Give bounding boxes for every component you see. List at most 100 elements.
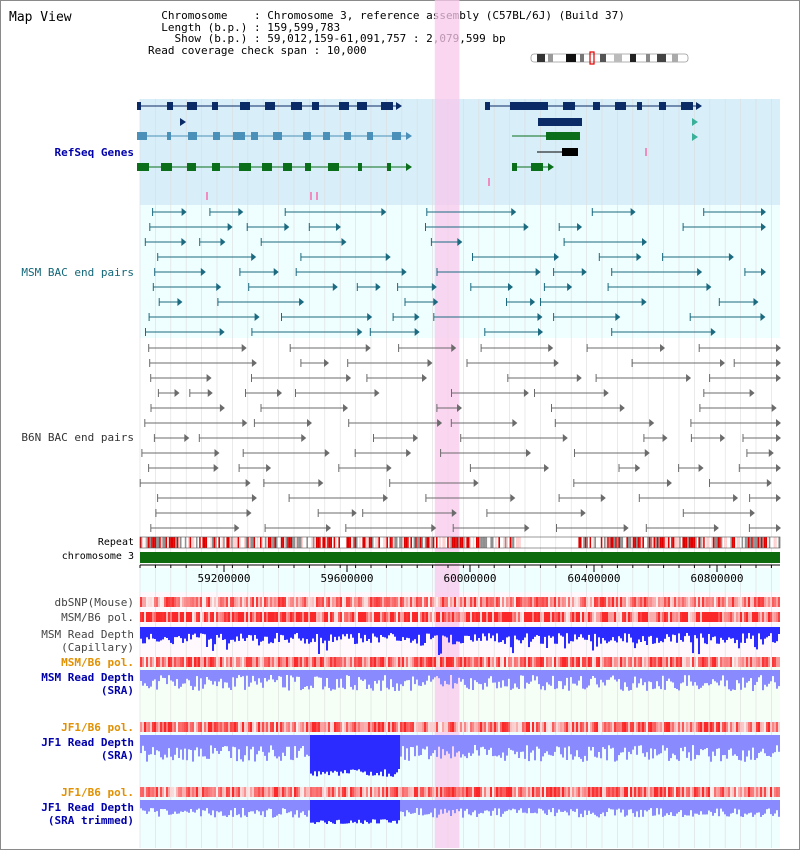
- depth-bar: [572, 627, 574, 642]
- show-key: Show (b.p.): [174, 32, 248, 45]
- depth-bar: [704, 670, 706, 684]
- depth-bar: [422, 670, 424, 683]
- depth-bar: [360, 800, 362, 823]
- polymorphism-heatmaps[interactable]: [140, 597, 780, 797]
- gene-row1-exon: [212, 102, 218, 110]
- depth-bar: [328, 670, 330, 688]
- repeat-element: [463, 537, 465, 548]
- pol-cell: [380, 722, 382, 732]
- pol-cell: [548, 612, 550, 622]
- depth-bar: [366, 627, 368, 641]
- depth-bar: [296, 670, 298, 677]
- depth-bar: [728, 800, 730, 817]
- repeat-track[interactable]: [139, 536, 781, 549]
- label-msm-bac[interactable]: MSM BAC end pairs: [21, 266, 134, 279]
- label-dbsnp[interactable]: dbSNP(Mouse): [54, 596, 134, 609]
- pol-cell: [576, 657, 578, 667]
- pol-cell: [302, 722, 304, 732]
- pol-cell: [158, 722, 160, 732]
- depth-bar: [320, 735, 322, 775]
- read-depth-tracks[interactable]: [140, 627, 780, 824]
- pol-cell: [544, 722, 546, 732]
- pol-cell: [574, 787, 576, 797]
- label-jf1-depth[interactable]: JF1 Read Depth (SRA): [41, 736, 134, 762]
- pol-cell: [726, 657, 728, 667]
- pol-cell: [178, 722, 180, 732]
- pol-cell: [714, 722, 716, 732]
- pol-cell: [232, 722, 234, 732]
- pol-cell: [764, 787, 766, 797]
- repeat-element: [215, 537, 217, 548]
- pol-cell: [754, 722, 756, 732]
- repeat-element: [357, 537, 360, 548]
- pol-cell: [198, 787, 200, 797]
- pol-cell: [246, 657, 248, 667]
- depth-bar: [338, 627, 340, 637]
- label-jf1-depth-trimmed[interactable]: JF1 Read Depth (SRA trimmed): [41, 801, 134, 827]
- depth-bar: [380, 735, 382, 772]
- depth-bar: [480, 670, 482, 685]
- repeat-element: [597, 537, 600, 548]
- label-msm-b6-pol[interactable]: MSM/B6 pol.: [61, 611, 134, 624]
- repeat-element: [338, 537, 340, 548]
- chromosome-ideogram[interactable]: [530, 51, 689, 65]
- pol-cell: [432, 787, 434, 797]
- label-jf1-b6-pol-trim[interactable]: JF1/B6 pol.: [61, 786, 134, 799]
- depth-bar: [638, 735, 640, 746]
- depth-bar: [214, 627, 216, 645]
- pol-cell: [594, 612, 596, 622]
- depth-bar: [778, 800, 780, 817]
- repeat-element: [495, 537, 497, 548]
- depth-bar: [624, 800, 626, 817]
- pol-cell: [692, 597, 694, 607]
- pol-cell: [644, 657, 646, 667]
- pol-cell: [330, 612, 332, 622]
- b6n-bac-track[interactable]: [139, 344, 781, 532]
- depth-bar: [562, 800, 564, 812]
- repeat-element: [418, 537, 420, 548]
- b6n-bac-pair-arrow: [776, 494, 781, 502]
- repeat-element: [482, 537, 484, 548]
- ideogram-band: [614, 54, 622, 62]
- pol-cell: [252, 657, 254, 667]
- pol-cell: [728, 787, 730, 797]
- depth-bar: [698, 670, 700, 690]
- pol-cell: [670, 597, 672, 607]
- pol-cell: [764, 657, 766, 667]
- label-b6n-bac[interactable]: B6N BAC end pairs: [21, 431, 134, 444]
- pol-cell: [440, 657, 442, 667]
- depth-bar: [332, 670, 334, 690]
- repeat-element: [426, 537, 428, 548]
- depth-bar: [368, 800, 370, 824]
- depth-bar: [150, 735, 152, 755]
- depth-bar: [516, 800, 518, 813]
- pol-cell: [318, 787, 320, 797]
- repeat-element: [344, 537, 347, 548]
- depth-bar: [448, 670, 450, 685]
- depth-bar: [598, 735, 600, 752]
- depth-bar: [170, 800, 172, 815]
- pol-cell: [372, 657, 374, 667]
- depth-bar: [614, 735, 616, 762]
- pol-cell: [684, 722, 686, 732]
- pol-cell: [650, 787, 652, 797]
- label-msm-depth-capillary[interactable]: MSM Read Depth (Capillary): [41, 628, 134, 654]
- label-jf1-b6-pol[interactable]: JF1/B6 pol.: [61, 721, 134, 734]
- depth-bar: [150, 627, 152, 634]
- label-msm-depth-sra[interactable]: MSM Read Depth (SRA): [41, 671, 134, 697]
- depth-bar: [778, 627, 780, 634]
- pol-cell: [348, 657, 350, 667]
- gene-row1b-exon: [563, 102, 575, 110]
- label-refseq-genes[interactable]: RefSeq Genes: [54, 146, 134, 159]
- chromosome-bar[interactable]: [140, 552, 780, 563]
- msm-bac-track[interactable]: [144, 208, 766, 336]
- depth-bar: [388, 670, 390, 690]
- pol-cell: [598, 657, 600, 667]
- pol-cell: [328, 597, 330, 607]
- repeat-border: [139, 536, 781, 549]
- pol-cell: [376, 612, 378, 622]
- label-msm-b6-pol-sra[interactable]: MSM/B6 pol.: [61, 656, 134, 669]
- depth-bar: [226, 627, 228, 650]
- refseq-genes-track[interactable]: [137, 102, 702, 200]
